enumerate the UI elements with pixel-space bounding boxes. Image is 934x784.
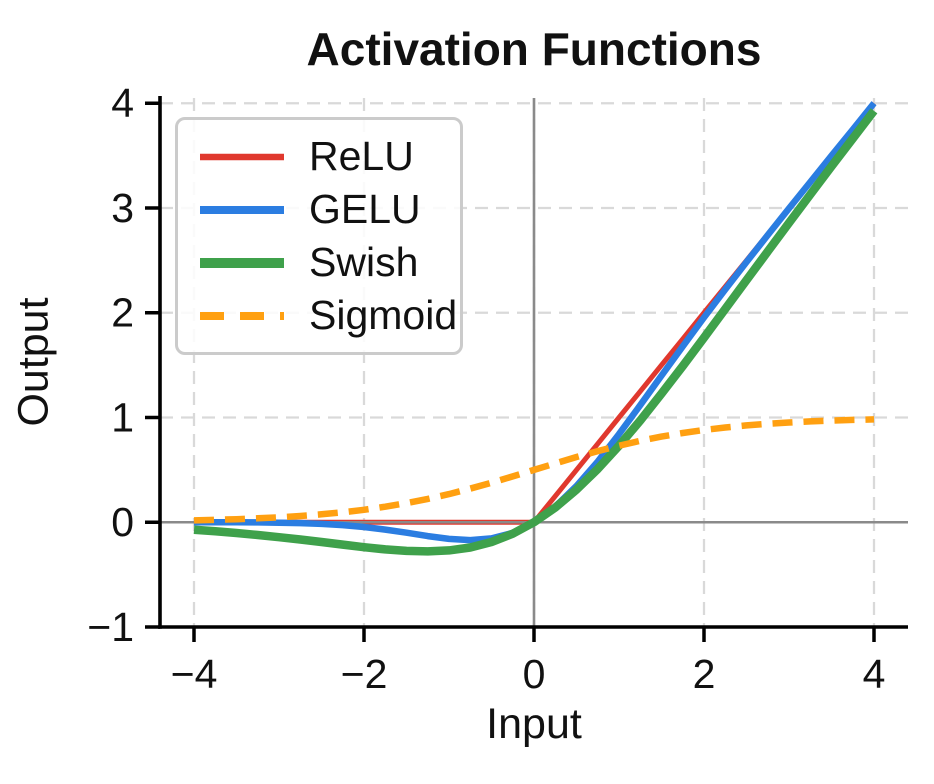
legend: ReLU GELU Swish Sigmoid: [175, 117, 463, 355]
y-axis-label: Output: [9, 297, 58, 427]
legend-item-sigmoid: Sigmoid: [200, 292, 457, 339]
legend-label-gelu: GELU: [309, 186, 421, 232]
chart-title: Activation Functions: [306, 23, 762, 75]
y-tick-label: 3: [111, 185, 134, 231]
legend-swatch-relu: [200, 153, 284, 160]
x-tick-label: 4: [863, 651, 886, 697]
legend-swatch-sigmoid: [200, 311, 284, 320]
x-tick-label: −2: [341, 651, 388, 697]
y-tick-label: 0: [111, 499, 134, 545]
legend-label-sigmoid: Sigmoid: [309, 292, 458, 338]
y-tick-label: 4: [111, 80, 134, 126]
x-tick-label: 0: [523, 651, 546, 697]
x-axis-label: Input: [486, 700, 582, 748]
x-tick-label: 2: [693, 651, 716, 697]
legend-label-relu: ReLU: [309, 133, 414, 179]
x-tick-label: −4: [171, 651, 218, 697]
series-line-sigmoid: [193, 416, 875, 524]
legend-swatch-gelu: [200, 205, 284, 214]
y-tick-label: 2: [111, 290, 134, 336]
legend-item-gelu: GELU: [200, 186, 450, 233]
legend-label-swish: Swish: [309, 239, 419, 285]
legend-item-relu: ReLU: [200, 133, 450, 180]
legend-swatch-swish: [200, 257, 284, 268]
legend-item-swish: Swish: [200, 239, 450, 286]
series-line-swish: [193, 108, 878, 556]
y-tick-label: −1: [87, 604, 134, 650]
y-tick-label: 1: [111, 394, 134, 440]
